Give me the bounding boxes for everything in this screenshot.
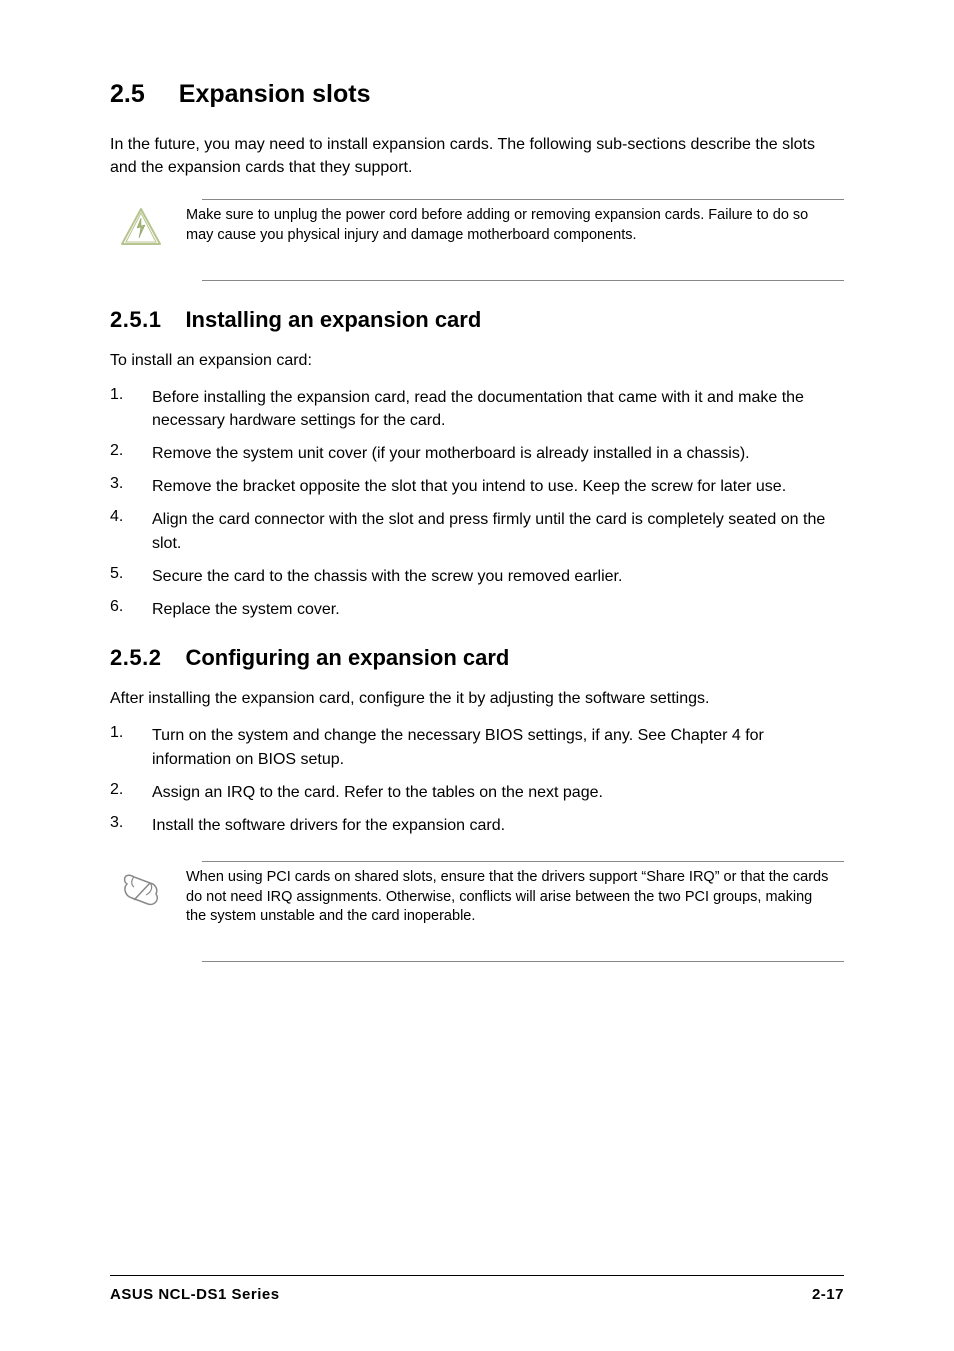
subsection-heading: 2.5.2 Configuring an expansion card: [110, 645, 844, 671]
list-text: Assign an IRQ to the card. Refer to the …: [152, 781, 844, 804]
list-number: 2.: [110, 781, 132, 804]
list-text: Turn on the system and change the necess…: [152, 724, 844, 770]
list-text: Align the card connector with the slot a…: [152, 508, 844, 554]
list-item: 3. Install the software drivers for the e…: [110, 814, 844, 837]
list-number: 1.: [110, 386, 132, 432]
subsection-title: Installing an expansion card: [185, 307, 481, 333]
note-callout: When using PCI cards on shared slots, en…: [110, 861, 844, 962]
list-item: 1. Before installing the expansion card, …: [110, 386, 844, 432]
install-steps-list: 1. Before installing the expansion card, …: [110, 386, 844, 622]
warning-text: Make sure to unplug the power cord befor…: [186, 200, 844, 251]
list-number: 3.: [110, 814, 132, 837]
divider: [202, 280, 844, 281]
section-number: 2.5: [110, 80, 145, 109]
warning-callout: Make sure to unplug the power cord befor…: [110, 199, 844, 280]
footer-page-number: 2-17: [812, 1286, 844, 1303]
section-intro: In the future, you may need to install e…: [110, 133, 844, 179]
list-number: 4.: [110, 508, 132, 554]
section-title: Expansion slots: [179, 80, 371, 109]
divider: [202, 961, 844, 962]
list-item: 2. Assign an IRQ to the card. Refer to th…: [110, 781, 844, 804]
subsection-number: 2.5.2: [110, 645, 161, 671]
list-number: 2.: [110, 442, 132, 465]
list-text: Before installing the expansion card, re…: [152, 386, 844, 432]
list-number: 3.: [110, 475, 132, 498]
subsection-heading: 2.5.1 Installing an expansion card: [110, 307, 844, 333]
list-number: 5.: [110, 565, 132, 588]
list-text: Remove the system unit cover (if your mo…: [152, 442, 844, 465]
note-icon: [120, 868, 162, 910]
list-item: 1. Turn on the system and change the nece…: [110, 724, 844, 770]
list-item: 3. Remove the bracket opposite the slot t…: [110, 475, 844, 498]
section-heading: 2.5 Expansion slots: [110, 80, 844, 109]
warning-icon: [120, 206, 162, 248]
list-number: 6.: [110, 598, 132, 621]
page-footer: ASUS NCL-DS1 Series 2-17: [110, 1275, 844, 1303]
list-text: Install the software drivers for the exp…: [152, 814, 844, 837]
footer-product: ASUS NCL-DS1 Series: [110, 1286, 280, 1303]
subsection-lead: After installing the expansion card, con…: [110, 687, 844, 710]
list-item: 6. Replace the system cover.: [110, 598, 844, 621]
list-item: 4. Align the card connector with the slot…: [110, 508, 844, 554]
list-item: 5. Secure the card to the chassis with th…: [110, 565, 844, 588]
subsection-number: 2.5.1: [110, 307, 161, 333]
list-text: Replace the system cover.: [152, 598, 844, 621]
list-number: 1.: [110, 724, 132, 770]
note-text: When using PCI cards on shared slots, en…: [186, 862, 844, 933]
list-item: 2. Remove the system unit cover (if your …: [110, 442, 844, 465]
configure-steps-list: 1. Turn on the system and change the nece…: [110, 724, 844, 837]
list-text: Remove the bracket opposite the slot tha…: [152, 475, 844, 498]
subsection-lead: To install an expansion card:: [110, 349, 844, 372]
subsection-title: Configuring an expansion card: [185, 645, 509, 671]
list-text: Secure the card to the chassis with the …: [152, 565, 844, 588]
